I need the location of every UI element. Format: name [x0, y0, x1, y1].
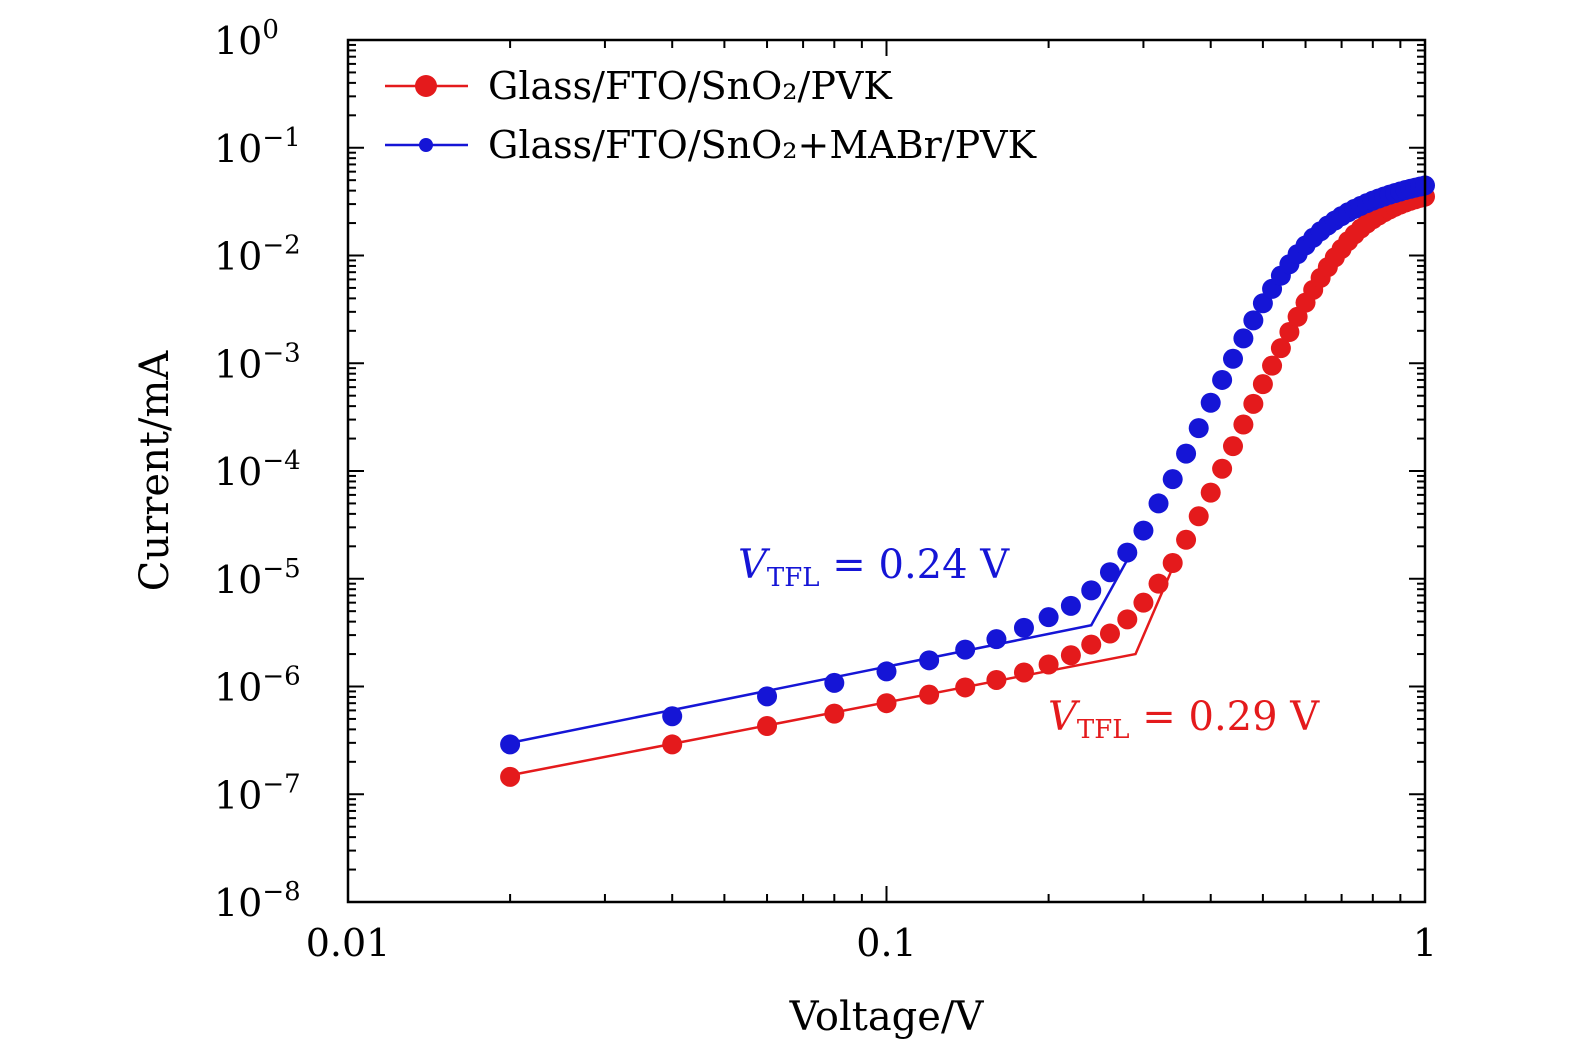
data-point-s0 — [1243, 393, 1264, 414]
annotation-vtfl-red: VTFL = 0.29 V — [1048, 694, 1320, 745]
data-point-s0 — [662, 734, 683, 755]
data-point-s0 — [1038, 654, 1059, 675]
x-tick-label: 1 — [1413, 921, 1437, 965]
legend-marker-1 — [419, 138, 433, 152]
data-point-s0 — [1133, 592, 1154, 613]
data-point-s0 — [1117, 609, 1138, 630]
x-tick-labels: 0.01 0.1 1 — [306, 921, 1437, 965]
y-tick-label: 10−7 — [214, 769, 301, 817]
data-point-s0 — [876, 693, 897, 714]
legend-label-0: Glass/FTO/SnO₂/PVK — [488, 64, 892, 108]
annotation-vtfl-blue: VTFL = 0.24 V — [738, 542, 1010, 593]
legend-marker-0 — [415, 75, 437, 97]
y-tick-label: 10−8 — [214, 877, 301, 925]
legend-label-1: Glass/FTO/SnO₂+MABr/PVK — [488, 123, 1037, 167]
data-point-s1 — [1133, 520, 1154, 541]
data-point-s1 — [1038, 607, 1059, 628]
data-point-s0 — [1252, 374, 1273, 395]
legend-item-1: Glass/FTO/SnO₂+MABr/PVK — [385, 123, 1037, 167]
annotation-subscript: TFL — [1077, 715, 1130, 745]
annotation-subscript: TFL — [767, 563, 820, 593]
data-point-s1 — [1162, 469, 1183, 490]
data-point-s1 — [662, 706, 683, 727]
data-point-s0 — [1212, 458, 1233, 479]
data-point-s0 — [1099, 623, 1120, 644]
data-point-s0 — [1222, 436, 1243, 457]
y-tick-label: 10−1 — [214, 123, 301, 171]
data-point-s0 — [955, 677, 976, 698]
data-point-s0 — [1148, 573, 1169, 594]
data-point-s1 — [1099, 562, 1120, 583]
data-point-s1 — [986, 629, 1007, 650]
data-point-s0 — [919, 684, 940, 705]
plot-frame — [346, 38, 1427, 904]
annotation-symbol: V — [1048, 694, 1081, 740]
data-point-s1 — [1148, 493, 1169, 514]
data-point-s0 — [1200, 482, 1221, 503]
data-point-s0 — [1270, 338, 1291, 359]
x-axis-label: Voltage/V — [789, 994, 985, 1040]
data-point-s1 — [824, 672, 845, 693]
y-tick-label: 10−2 — [214, 231, 301, 279]
annotation-symbol: V — [738, 542, 771, 588]
data-point-s1 — [876, 661, 897, 682]
data-point-s1 — [1060, 595, 1081, 616]
data-point-s1 — [1200, 392, 1221, 413]
y-tick-label: 10−6 — [214, 662, 301, 710]
annotation-value: = 0.29 V — [1130, 694, 1321, 740]
data-point-s0 — [1188, 506, 1209, 527]
data-point-s1 — [1252, 293, 1273, 314]
data-point-s0 — [1060, 645, 1081, 666]
data-point-s0 — [986, 669, 1007, 690]
data-point-s1 — [1176, 443, 1197, 464]
data-point-s1 — [1212, 369, 1233, 390]
data-point-s0 — [1262, 355, 1283, 376]
data-point-s0 — [1013, 662, 1034, 683]
data-point-s1 — [1117, 542, 1138, 563]
data-point-s0 — [500, 766, 521, 787]
legend: Glass/FTO/SnO₂/PVK Glass/FTO/SnO₂+MABr/P… — [385, 64, 1037, 167]
y-tick-label: 10−3 — [214, 338, 301, 386]
data-point-s1 — [1188, 418, 1209, 439]
legend-item-0: Glass/FTO/SnO₂/PVK — [385, 64, 892, 108]
data-point-s1 — [1243, 310, 1264, 331]
data-point-s0 — [757, 715, 778, 736]
data-point-s1 — [1081, 580, 1102, 601]
data-point-s0 — [1081, 634, 1102, 655]
y-tick-labels: 100 10−1 10−2 10−3 10−4 10−5 10−6 10−7 10−8 — [214, 15, 301, 925]
x-tick-label: 0.01 — [306, 921, 391, 965]
data-point-s1 — [1013, 617, 1034, 638]
y-axis-label: Current/mA — [132, 350, 178, 592]
y-tick-label: 10−5 — [214, 554, 301, 602]
data-point-s0 — [824, 703, 845, 724]
data-point-s1 — [1222, 348, 1243, 369]
data-point-s1 — [500, 734, 521, 755]
data-point-s1 — [1233, 328, 1254, 349]
data-point-s1 — [955, 639, 976, 660]
data-point-s0 — [1279, 321, 1300, 342]
y-tick-label: 100 — [214, 15, 279, 63]
y-tick-label: 10−4 — [214, 446, 301, 494]
data-point-s1 — [757, 686, 778, 707]
fit-line-1 — [509, 559, 1129, 745]
data-point-s0 — [1176, 529, 1197, 550]
data-points — [500, 175, 1435, 787]
data-point-s1 — [919, 650, 940, 671]
data-point-s0 — [1233, 414, 1254, 435]
annotation-value: = 0.24 V — [820, 542, 1011, 588]
data-point-s0 — [1162, 553, 1183, 574]
axis-ticks — [347, 40, 1425, 903]
x-tick-label: 0.1 — [856, 921, 916, 965]
